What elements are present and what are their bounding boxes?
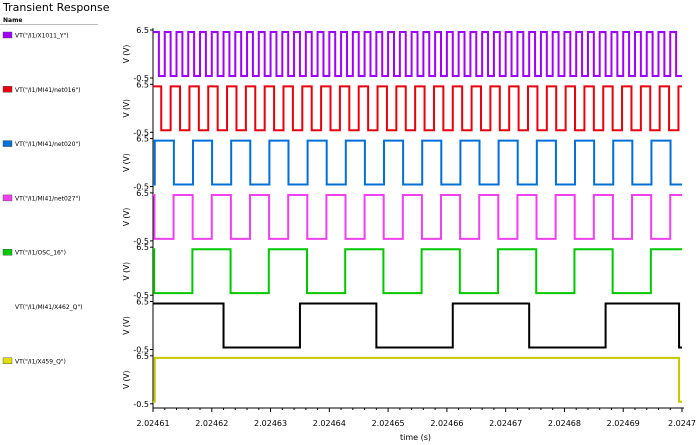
- y-tick-label-top: 6.5: [136, 352, 149, 361]
- legend-swatch-0: [2, 31, 13, 39]
- legend-entry-3: VT("/I1/MI41/net027"): [2, 194, 81, 202]
- y-tick-label-top: 6.5: [136, 243, 149, 252]
- series-line-5: [153, 302, 682, 349]
- series-line-1: [153, 85, 682, 132]
- window-title: Transient Response: [3, 1, 110, 14]
- legend-entry-2: VT("/I1/MI41/net020"): [2, 140, 81, 148]
- x-tick-label-6: 2.02467: [489, 419, 522, 428]
- y-tick-label-bottom: -0.5: [133, 183, 149, 192]
- signal-panel-5: 6.5 -0.5 V (V): [122, 298, 682, 355]
- legend-label-4: VT("/I1/OSC_16"): [15, 250, 66, 257]
- legend-name-header: Name: [3, 17, 23, 24]
- x-tick-label-0: 2.02461: [136, 419, 169, 428]
- signal-panel-1: 6.5 -0.5 V (V): [122, 80, 682, 137]
- y-tick-label-top: 6.5: [136, 189, 149, 198]
- y-axis-label: V (V): [122, 316, 131, 335]
- series-line-0: [153, 31, 682, 77]
- legend-entry-6: VT("/I1/X459_Q"): [2, 357, 66, 365]
- legend-swatch-6: [2, 357, 13, 364]
- series-line-3: [153, 193, 682, 240]
- x-tick-label-4: 2.02465: [372, 419, 405, 428]
- signal-panel-3: 6.5 -0.5 V (V): [122, 189, 682, 246]
- signal-panel-4: 6.5 -0.5 V (V): [122, 243, 682, 300]
- header-divider: [0, 24, 98, 25]
- legend-entry-0: VT("/I1/X1011_Y"): [2, 31, 69, 40]
- y-tick-label-top: 6.5: [136, 135, 149, 144]
- y-tick-label-bottom: -0.5: [133, 128, 149, 137]
- legend-label-2: VT("/I1/MI41/net020"): [15, 141, 81, 148]
- x-tick-label-2: 2.02463: [254, 419, 287, 428]
- legend-entry-4: VT("/I1/OSC_16"): [2, 248, 66, 257]
- y-tick-label-bottom: -0.5: [133, 237, 149, 246]
- signal-panel-2: 6.5 -0.5 V (V): [122, 135, 682, 192]
- y-tick-label-top: 6.5: [136, 298, 149, 307]
- series-line-4: [153, 248, 682, 295]
- x-tick-label-8: 2.02469: [607, 419, 640, 428]
- signal-panels: 6.5-0.5V (V)6.5-0.5V (V)6.5-0.5V (V)6.5-…: [122, 26, 682, 409]
- legend-label-6: VT("/I1/X459_Q"): [15, 358, 66, 365]
- legend-swatch-5: [3, 303, 12, 310]
- legend-swatch-1: [2, 86, 13, 93]
- legend-entry-5: VT("/I1/MI41/X462_Q"): [3, 303, 83, 311]
- legend-swatch-4: [2, 248, 13, 256]
- legend-label-0: VT("/I1/X1011_Y"): [15, 33, 69, 40]
- y-tick-label-bottom: -0.5: [133, 291, 149, 300]
- y-tick-label-bottom: -0.5: [133, 74, 149, 83]
- x-tick-label-7: 2.02468: [548, 419, 581, 428]
- series-line-6: [153, 356, 682, 403]
- y-tick-label-bottom: -0.5: [133, 400, 149, 409]
- y-axis-label: V (V): [122, 208, 131, 227]
- x-tick-label-1: 2.02462: [195, 419, 228, 428]
- legend-label-3: VT("/I1/MI41/net027"): [15, 195, 81, 202]
- legend-swatch-2: [2, 140, 13, 147]
- x-tick-label-9: 2.0247: [668, 419, 696, 428]
- x-axis-label: time (s): [400, 433, 431, 442]
- legend-label-5: VT("/I1/MI41/X462_Q"): [15, 304, 83, 311]
- legend: VT("/I1/X1011_Y") VT("/I1/MI41/net016") VT…: [2, 31, 83, 365]
- signal-panel-0: 6.5 -0.5 V (V): [122, 26, 682, 83]
- x-axis: 2.02461 2.02462 2.02463 2.02464 2.02465 2.024…: [136, 407, 696, 442]
- y-tick-label-top: 6.5: [136, 26, 149, 35]
- y-axis-label: V (V): [122, 45, 131, 64]
- y-tick-label-bottom: -0.5: [133, 346, 149, 355]
- y-tick-label-top: 6.5: [136, 80, 149, 89]
- x-tick-label-5: 2.02466: [430, 419, 463, 428]
- y-axis-label: V (V): [122, 99, 131, 118]
- y-axis-label: V (V): [122, 262, 131, 281]
- signal-panel-6: 6.5 -0.5 V (V): [122, 352, 682, 409]
- legend-entry-1: VT("/I1/MI41/net016"): [2, 86, 81, 94]
- legend-label-1: VT("/I1/MI41/net016"): [15, 87, 81, 94]
- y-axis-label: V (V): [122, 370, 131, 389]
- legend-swatch-3: [2, 194, 13, 202]
- x-tick-label-3: 2.02464: [313, 419, 346, 428]
- series-line-2: [153, 139, 682, 186]
- y-axis-label: V (V): [122, 153, 131, 172]
